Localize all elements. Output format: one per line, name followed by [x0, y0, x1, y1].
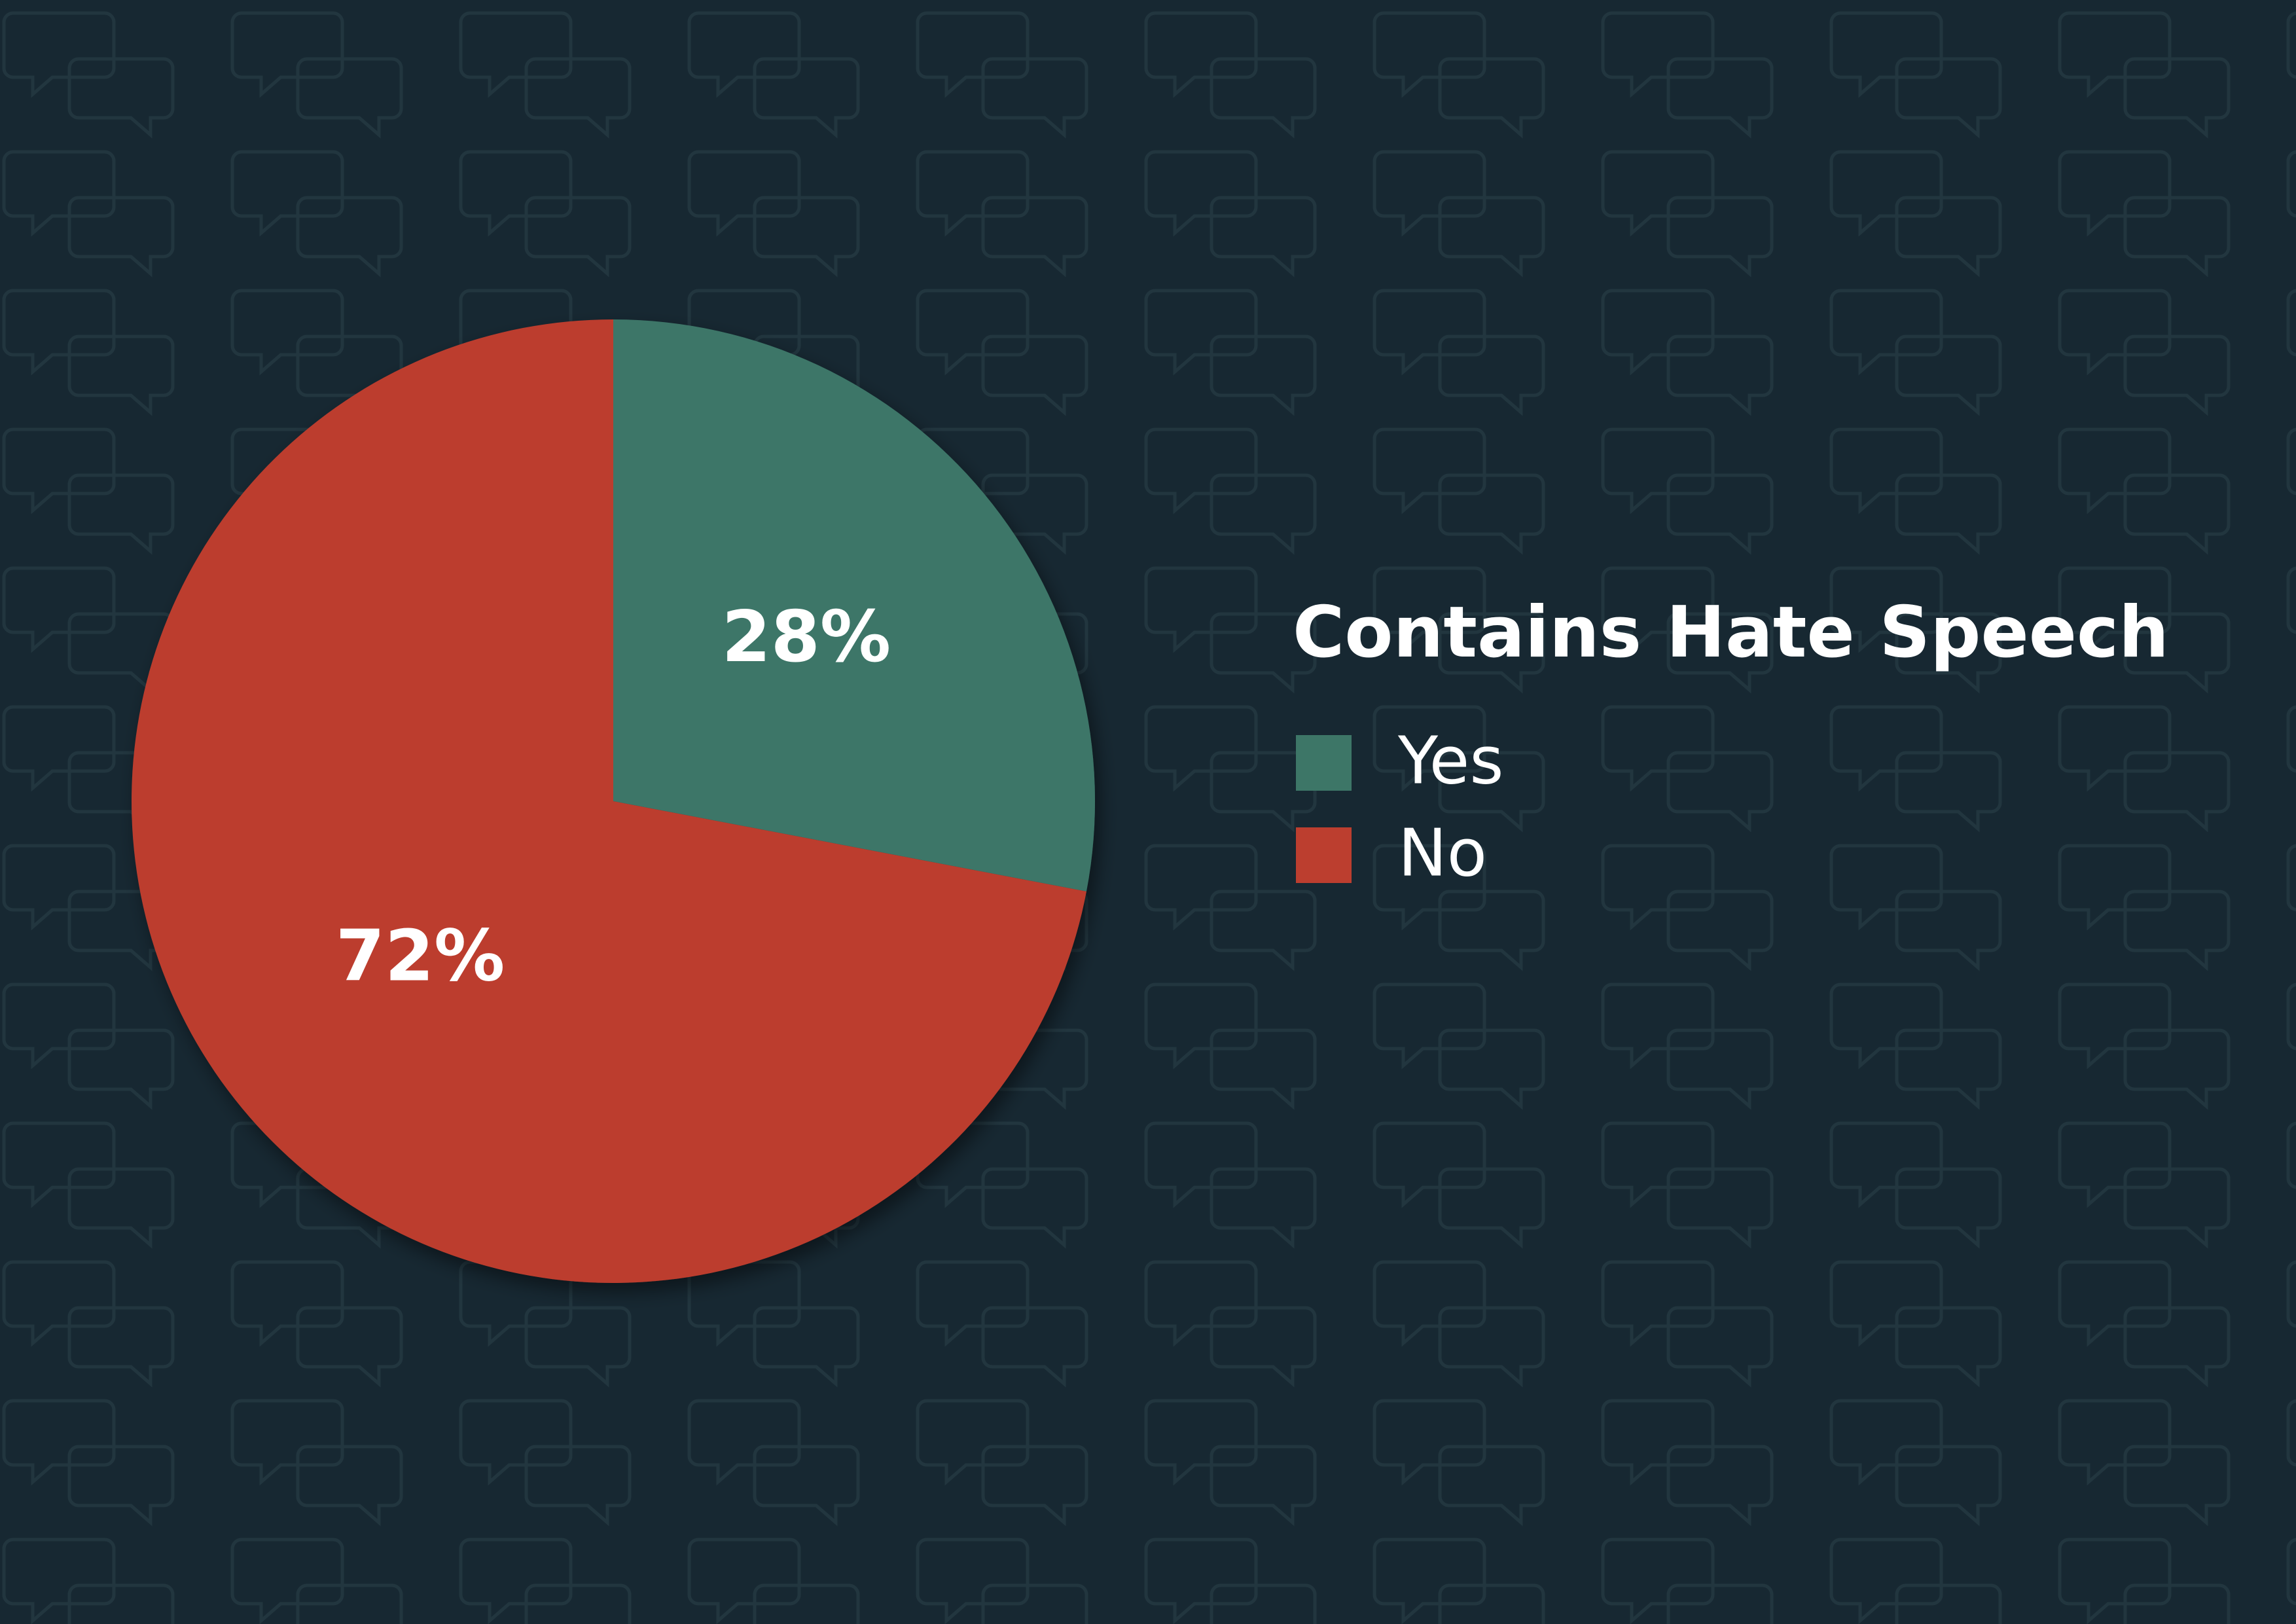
slice-label: 28% [722, 596, 891, 678]
legend-label: No [1398, 814, 1487, 891]
pie-slice [131, 319, 1086, 1283]
legend-swatch [1296, 735, 1352, 791]
legend-swatch [1296, 827, 1352, 883]
legend-title: Contains Hate Speech [1293, 592, 2169, 674]
legend-label: Yes [1397, 722, 1503, 799]
pie-slice [613, 319, 1095, 892]
slice-label: 72% [336, 916, 505, 998]
pie [131, 319, 1095, 1283]
